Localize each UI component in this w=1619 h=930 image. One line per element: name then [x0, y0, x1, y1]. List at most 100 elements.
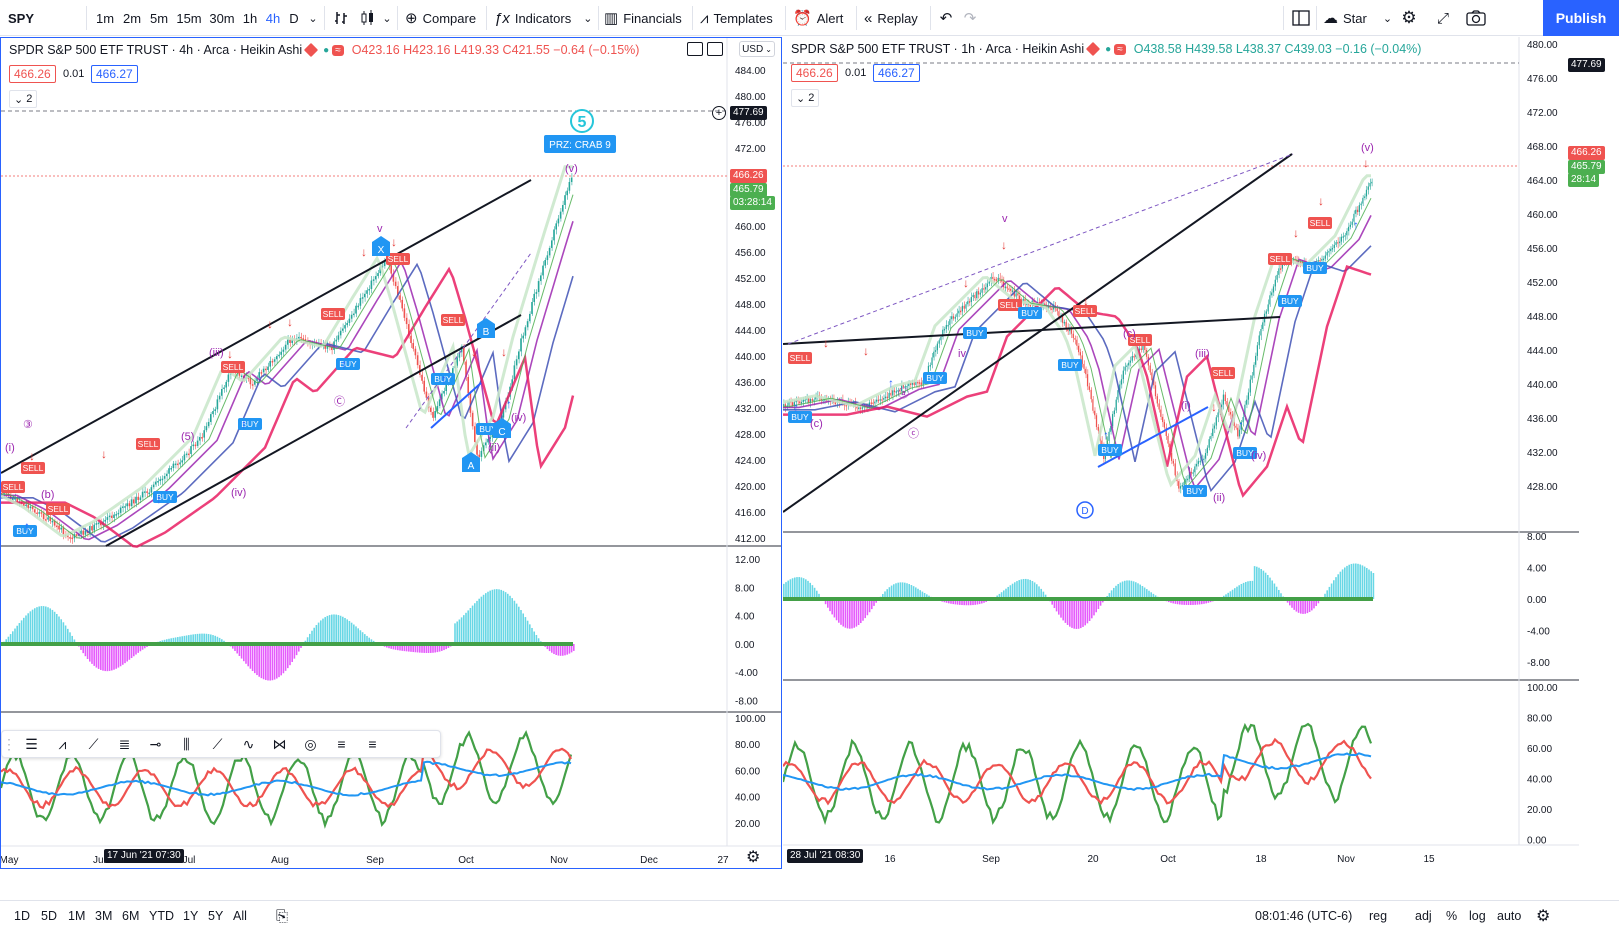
- session-reg[interactable]: reg: [1369, 909, 1388, 923]
- histogram-bar: [912, 586, 915, 599]
- histogram-bar: [831, 599, 833, 615]
- histogram-bar: [113, 644, 115, 670]
- goto-date-icon[interactable]: ⎘: [276, 907, 289, 925]
- chevron-down-icon[interactable]: ⌄: [308, 12, 318, 25]
- up-arrow-icon: ↑: [793, 400, 799, 414]
- elliott-wave-icon[interactable]: ∿: [242, 735, 255, 752]
- histogram-bar: [1344, 567, 1346, 599]
- horizontal-ray-icon[interactable]: ⊸: [149, 735, 162, 752]
- layout-icon[interactable]: [1290, 0, 1312, 36]
- price-tick: 436.00: [735, 378, 766, 389]
- timeframe-1m[interactable]: 1m: [95, 10, 115, 26]
- flag-icon[interactable]: [1086, 41, 1101, 57]
- timeframe-2m[interactable]: 2m: [122, 10, 142, 26]
- trend-line: [783, 153, 1293, 513]
- histogram-bar: [262, 644, 265, 680]
- left-chart-canvas[interactable]: 484.00480.00476.00472.00468.00464.00460.…: [1, 38, 781, 868]
- candle-body: [416, 355, 419, 366]
- right-chart-canvas[interactable]: 480.00 476.00 472.00 468.00 464.00 460.00 456.…: [783, 37, 1619, 869]
- symbol-search[interactable]: SPY: [8, 10, 35, 26]
- publish-button[interactable]: Publish: [1543, 0, 1619, 36]
- indicators-collapse-button[interactable]: ⌄ 2: [9, 90, 38, 108]
- layout-name-button[interactable]: ☁ Star ⌄: [1323, 10, 1393, 27]
- camera-icon[interactable]: [1465, 0, 1487, 36]
- left-symbol-title[interactable]: SPDR S&P 500 ETF TRUST · 4h · Arca · Hei…: [9, 43, 303, 57]
- gear-icon[interactable]: ⚙: [1536, 908, 1551, 925]
- compare-button[interactable]: ⊕ Compare: [405, 10, 477, 27]
- right-chart-pane[interactable]: 480.00 476.00 472.00 468.00 464.00 460.00 456.…: [783, 37, 1619, 869]
- undo-icon[interactable]: ↶: [939, 10, 953, 27]
- range-All[interactable]: All: [233, 909, 247, 923]
- left-chart-pane[interactable]: 484.00480.00476.00472.00468.00464.00460.…: [0, 37, 782, 869]
- candle-body: [800, 401, 803, 404]
- range-1D[interactable]: 1D: [14, 909, 30, 923]
- gear-icon[interactable]: ⚙: [1401, 8, 1417, 27]
- chevron-down-icon[interactable]: ⌄: [382, 12, 392, 25]
- histogram-bar: [218, 637, 221, 644]
- replay-button[interactable]: «Replay: [864, 9, 918, 27]
- sell-price-button[interactable]: 466.26: [9, 65, 56, 83]
- alert-button[interactable]: ⏰ Alert: [793, 10, 844, 27]
- indicators-button[interactable]: ƒx Indicators ⌄: [494, 9, 593, 27]
- range-3M[interactable]: 3M: [95, 909, 113, 923]
- currency-select[interactable]: USD ⌄: [739, 41, 775, 57]
- buy-price-button[interactable]: 466.27: [873, 64, 920, 82]
- indicators-collapse-button[interactable]: ⌄ 2: [791, 89, 820, 107]
- timeframe-5m[interactable]: 5m: [149, 10, 169, 26]
- adj-toggle[interactable]: adj: [1415, 909, 1432, 923]
- timeframe-D[interactable]: D: [289, 10, 299, 26]
- range-6M[interactable]: 6M: [122, 909, 140, 923]
- bar-style-icon[interactable]: [330, 0, 352, 36]
- timeframe-4h[interactable]: 4h: [265, 10, 281, 26]
- gann-icon[interactable]: ⫼: [183, 735, 190, 752]
- sell-price-button[interactable]: 466.26: [791, 64, 838, 82]
- restore-pane-icon[interactable]: [707, 42, 723, 56]
- candle-body: [185, 453, 188, 456]
- histogram-bar: [344, 617, 346, 644]
- timeframe-30m[interactable]: 30m: [209, 10, 235, 26]
- trend-line-icon[interactable]: ⟋: [88, 735, 99, 752]
- percent-toggle[interactable]: %: [1446, 909, 1458, 923]
- redo-icon[interactable]: ↷: [963, 10, 977, 27]
- flag-icon[interactable]: [304, 42, 319, 58]
- buy-price-button[interactable]: 466.27: [91, 65, 138, 83]
- cycle-icon[interactable]: ◎: [304, 735, 317, 752]
- range-5D[interactable]: 5D: [41, 909, 57, 923]
- clock-display[interactable]: 08:01:46 (UTC-6): [1255, 909, 1353, 923]
- rsi-tick: 0.00: [1527, 836, 1547, 847]
- measure-icon[interactable]: ≡: [337, 736, 346, 752]
- price-tick: 424.00: [735, 456, 766, 467]
- xabcd-pattern-icon[interactable]: ⋈: [272, 735, 287, 752]
- candle-body: [42, 513, 45, 520]
- histogram-bar: [434, 644, 436, 653]
- gear-icon[interactable]: ⚙: [746, 849, 761, 866]
- maximize-pane-icon[interactable]: [687, 42, 703, 56]
- financials-button[interactable]: ▥ Financials: [604, 10, 682, 27]
- histogram-bar: [203, 633, 205, 644]
- log-toggle[interactable]: log: [1469, 909, 1486, 923]
- add-alert-icon[interactable]: +: [712, 106, 726, 120]
- range-1Y[interactable]: 1Y: [183, 909, 199, 923]
- timeframe-1h[interactable]: 1h: [242, 10, 258, 26]
- histogram-bar: [906, 583, 908, 599]
- candle-body: [995, 279, 997, 281]
- fullscreen-icon[interactable]: ⤢: [1436, 9, 1449, 27]
- candle-body: [152, 484, 155, 488]
- fib-icon[interactable]: ≣: [118, 735, 131, 752]
- candles-icon[interactable]: [356, 0, 378, 36]
- price-tick: 428.00: [1527, 482, 1558, 493]
- drag-handle-icon[interactable]: ⋮: [2, 735, 16, 752]
- path-icon[interactable]: ⩘: [58, 735, 67, 752]
- osc-tick: -4.00: [735, 668, 758, 679]
- horizontal-lines-icon[interactable]: ☰: [25, 735, 38, 752]
- range-YTD[interactable]: YTD: [149, 909, 174, 923]
- settings-list-icon[interactable]: ≡: [368, 736, 377, 752]
- templates-button[interactable]: ⩘ Templates: [700, 9, 773, 27]
- brush-icon[interactable]: ⟋: [212, 735, 223, 752]
- timeframe-15m[interactable]: 15m: [176, 10, 202, 26]
- range-1M[interactable]: 1M: [68, 909, 86, 923]
- auto-toggle[interactable]: auto: [1497, 909, 1522, 923]
- candle-body: [809, 399, 812, 403]
- right-symbol-title[interactable]: SPDR S&P 500 ETF TRUST · 1h · Arca · Hei…: [791, 42, 1085, 56]
- range-5Y[interactable]: 5Y: [208, 909, 224, 923]
